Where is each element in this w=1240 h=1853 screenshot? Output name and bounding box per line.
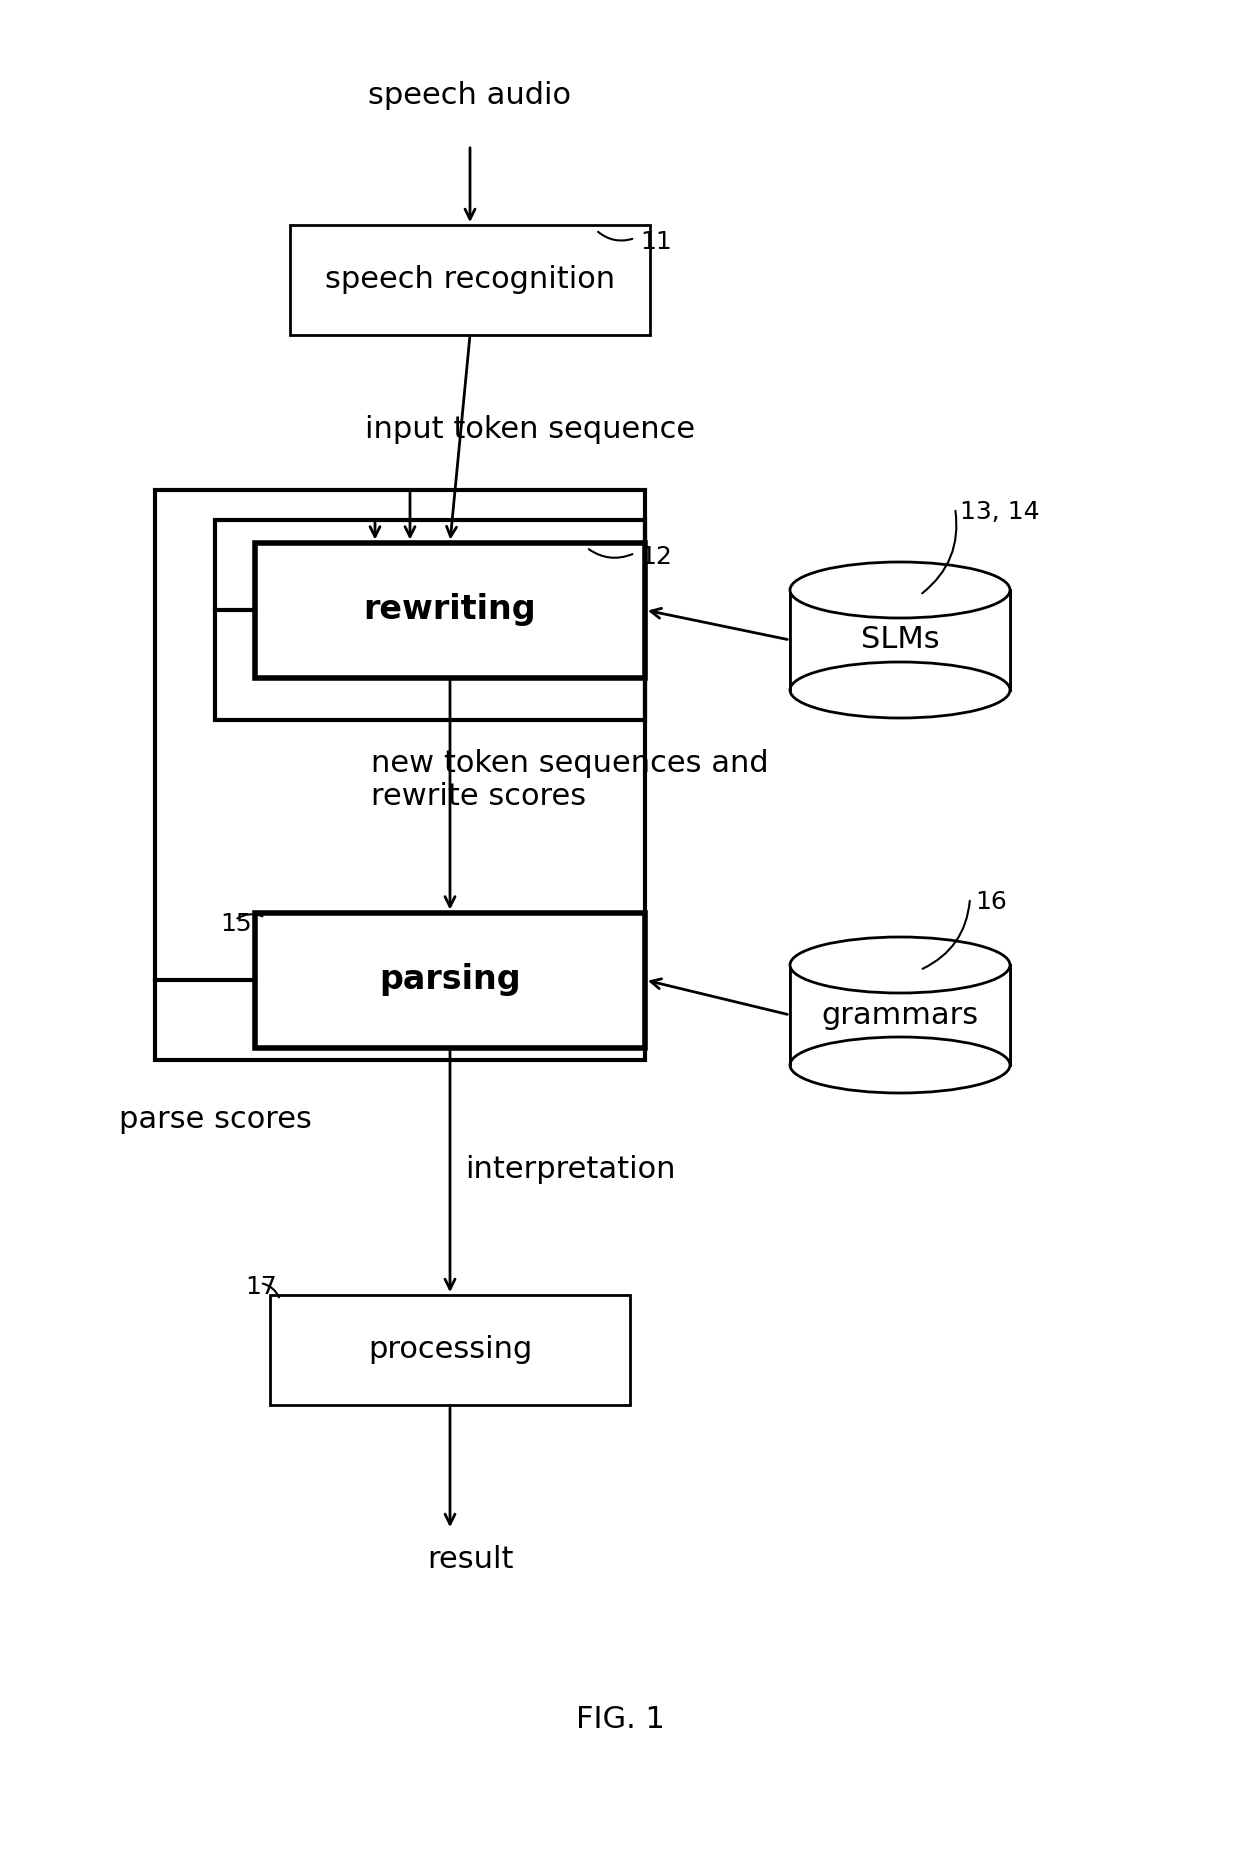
Bar [790,589,1011,689]
Ellipse shape [790,1038,1011,1093]
Text: speech audio: speech audio [368,80,572,109]
Bar [290,224,650,335]
Ellipse shape [790,662,1011,717]
Text: 17: 17 [246,1275,277,1299]
Text: interpretation: interpretation [465,1156,676,1184]
Bar [255,912,645,1047]
Text: input token sequence: input token sequence [365,415,696,445]
Text: parse scores: parse scores [119,1106,311,1134]
Text: speech recognition: speech recognition [325,265,615,295]
Text: FIG. 1: FIG. 1 [575,1705,665,1734]
Text: SLMs: SLMs [861,626,940,654]
Text: grammars: grammars [821,1001,978,1030]
Text: 11: 11 [640,230,672,254]
Text: rewriting: rewriting [363,593,537,626]
Text: 15: 15 [219,912,252,936]
Bar [215,521,645,721]
Bar [255,543,645,678]
Text: parsing: parsing [379,964,521,997]
Bar [270,1295,630,1405]
Text: 13, 14: 13, 14 [960,500,1039,524]
Bar [155,489,645,1060]
Text: 12: 12 [640,545,672,569]
Text: processing: processing [368,1336,532,1364]
Text: new token sequences and
rewrite scores: new token sequences and rewrite scores [371,749,769,812]
Ellipse shape [790,938,1011,993]
Text: result: result [427,1545,513,1575]
Ellipse shape [790,561,1011,619]
Bar [790,965,1011,1065]
Text: 16: 16 [975,889,1007,914]
